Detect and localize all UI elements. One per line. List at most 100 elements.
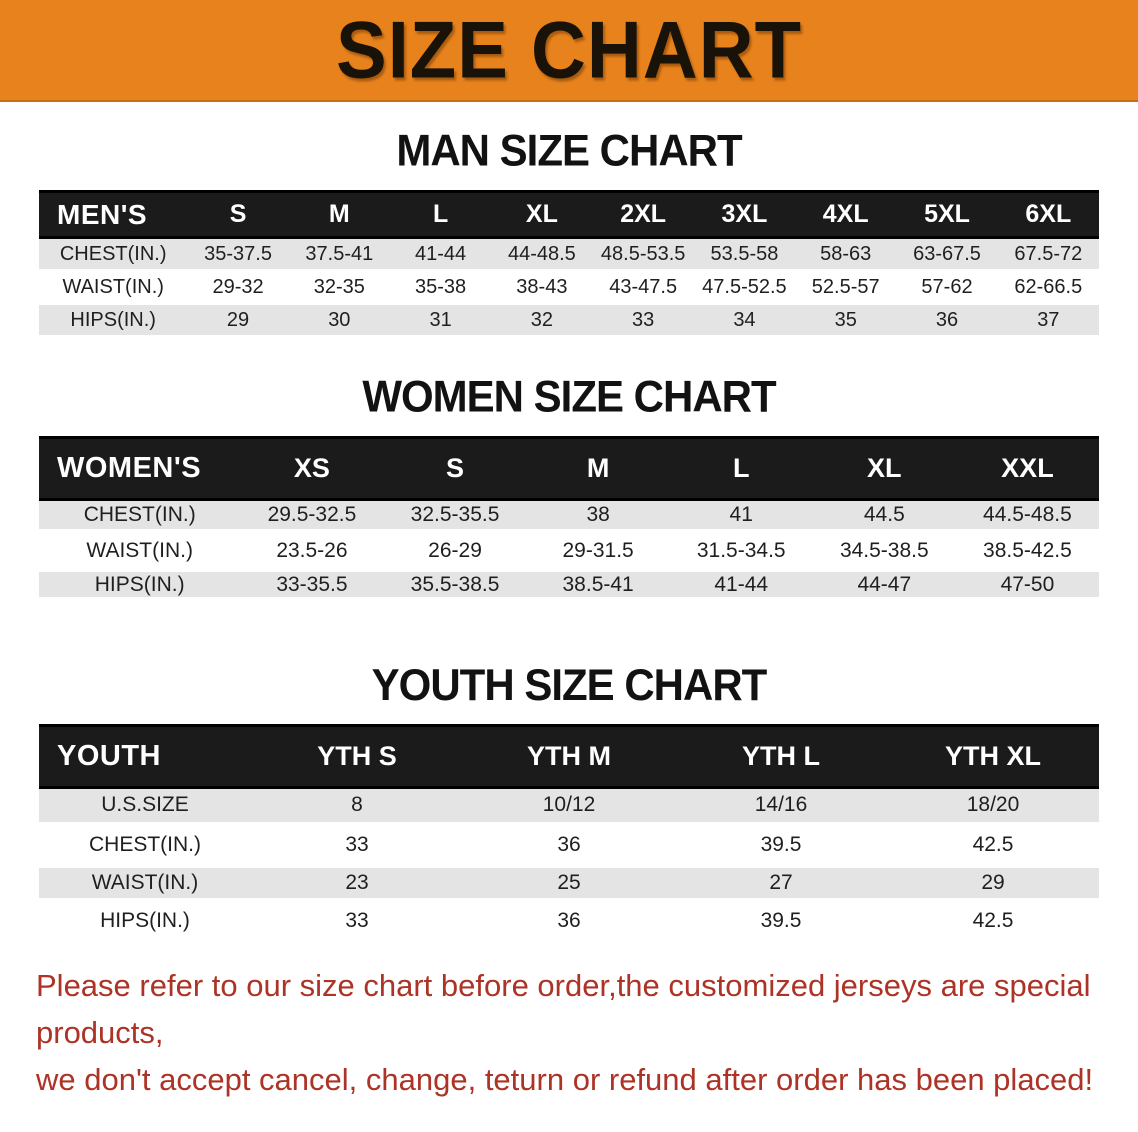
value-cell: 47-50 <box>955 567 1099 606</box>
size-header-cell: S <box>383 436 527 501</box>
men-section-heading: MAN SIZE CHART <box>396 125 742 175</box>
size-header-cell: 2XL <box>592 190 694 239</box>
value-cell: 36 <box>896 303 998 338</box>
value-cell: 29-31.5 <box>526 533 670 572</box>
size-header-cell: XS <box>240 436 384 501</box>
size-header-cell: 6XL <box>997 190 1099 239</box>
section-women: WOMEN SIZE CHART WOMEN'S XS S M L XL XXL CHEST… <box>0 338 1138 606</box>
value-cell: 8 <box>251 787 463 830</box>
value-cell: 29-32 <box>187 270 289 305</box>
table-row: HIPS(IN.) 29 30 31 32 33 34 35 36 37 <box>39 303 1099 338</box>
value-cell: 52.5-57 <box>795 270 897 305</box>
size-header-cell: 3XL <box>693 190 796 239</box>
size-header-cell: L <box>669 436 813 501</box>
value-cell: 41-44 <box>669 567 813 606</box>
value-cell: 26-29 <box>383 533 527 572</box>
size-header-cell: M <box>288 190 390 239</box>
value-cell: 31.5-34.5 <box>669 533 813 572</box>
value-cell: 23 <box>251 863 463 906</box>
value-cell: 41-44 <box>389 237 492 272</box>
value-cell: 23.5-26 <box>240 533 384 572</box>
value-cell: 44.5 <box>812 499 956 538</box>
women-table-header-row: WOMEN'S XS S M L XL XXL <box>39 436 1099 501</box>
value-cell: 44-47 <box>812 567 956 606</box>
row-label-cell: WAIST(IN.) <box>39 533 241 572</box>
value-cell: 42.5 <box>887 825 1099 868</box>
size-header-cell: XL <box>812 436 956 501</box>
size-header-cell: YTH XL <box>887 724 1099 789</box>
value-cell: 42.5 <box>887 901 1099 944</box>
row-label-cell: WAIST(IN.) <box>39 270 188 305</box>
row-label-cell: CHEST(IN.) <box>39 499 241 538</box>
value-cell: 38 <box>526 499 670 538</box>
row-label-cell: WAIST(IN.) <box>39 863 251 906</box>
section-men: MAN SIZE CHART MEN'S S M L XL 2XL 3XL 4XL 5XL 6XL… <box>0 102 1138 338</box>
value-cell: 29.5-32.5 <box>240 499 384 538</box>
size-header-cell: L <box>389 190 492 239</box>
value-cell: 36 <box>463 901 675 944</box>
value-cell: 25 <box>463 863 675 906</box>
men-size-table: MEN'S S M L XL 2XL 3XL 4XL 5XL 6XL CHEST(IN.) 35-3… <box>39 190 1099 338</box>
value-cell: 27 <box>675 863 887 906</box>
value-cell: 32-35 <box>288 270 390 305</box>
value-cell: 44.5-48.5 <box>955 499 1099 538</box>
value-cell: 39.5 <box>675 901 887 944</box>
value-cell: 33-35.5 <box>240 567 384 606</box>
value-cell: 63-67.5 <box>896 237 998 272</box>
value-cell: 33 <box>251 901 463 944</box>
value-cell: 35.5-38.5 <box>383 567 527 606</box>
value-cell: 35 <box>795 303 897 338</box>
size-header-cell: 5XL <box>896 190 998 239</box>
value-cell: 48.5-53.5 <box>592 237 694 272</box>
row-label-cell: CHEST(IN.) <box>39 825 251 868</box>
value-cell: 10/12 <box>463 787 675 830</box>
value-cell: 35-38 <box>389 270 492 305</box>
size-header-cell: XXL <box>955 436 1099 501</box>
value-cell: 33 <box>592 303 694 338</box>
footnote-line-2: we don't accept cancel, change, teturn o… <box>36 1061 1094 1097</box>
women-size-table: WOMEN'S XS S M L XL XXL CHEST(IN.) 29.5-32.5 32.… <box>39 436 1099 606</box>
table-title-cell: WOMEN'S <box>39 436 241 501</box>
value-cell: 47.5-52.5 <box>693 270 796 305</box>
value-cell: 29 <box>887 863 1099 906</box>
table-row: CHEST(IN.) 35-37.5 37.5-41 41-44 44-48.5 48.5… <box>39 237 1099 272</box>
section-youth: YOUTH SIZE CHART YOUTH YTH S YTH M YTH L YTH… <box>0 606 1138 944</box>
table-row: CHEST(IN.) 29.5-32.5 32.5-35.5 38 41 44.5 44.5… <box>39 499 1099 538</box>
youth-table-header-row: YOUTH YTH S YTH M YTH L YTH XL <box>39 724 1099 789</box>
size-header-cell: XL <box>491 190 593 239</box>
table-row: WAIST(IN.) 23 25 27 29 <box>39 863 1099 906</box>
value-cell: 62-66.5 <box>997 270 1099 305</box>
table-title-cell: YOUTH <box>39 724 251 789</box>
value-cell: 57-62 <box>896 270 998 305</box>
women-section-heading: WOMEN SIZE CHART <box>362 371 776 422</box>
value-cell: 53.5-58 <box>693 237 796 272</box>
value-cell: 29 <box>187 303 289 338</box>
table-row: HIPS(IN.) 33 36 39.5 42.5 <box>39 901 1099 944</box>
table-row: WAIST(IN.) 23.5-26 26-29 29-31.5 31.5-34.5 34… <box>39 533 1099 572</box>
row-label-cell: HIPS(IN.) <box>39 303 188 338</box>
table-row: WAIST(IN.) 29-32 32-35 35-38 38-43 43-47.5 47.… <box>39 270 1099 305</box>
footnote-line-1: Please refer to our size chart before or… <box>36 967 1091 1050</box>
value-cell: 58-63 <box>795 237 897 272</box>
size-header-cell: S <box>187 190 289 239</box>
row-label-cell: U.S.SIZE <box>39 787 251 830</box>
value-cell: 34.5-38.5 <box>812 533 956 572</box>
value-cell: 32.5-35.5 <box>383 499 527 538</box>
value-cell: 31 <box>389 303 492 338</box>
value-cell: 37 <box>997 303 1099 338</box>
men-table-header-row: MEN'S S M L XL 2XL 3XL 4XL 5XL 6XL <box>39 190 1099 239</box>
value-cell: 36 <box>463 825 675 868</box>
value-cell: 44-48.5 <box>491 237 593 272</box>
size-header-cell: M <box>526 436 670 501</box>
value-cell: 39.5 <box>675 825 887 868</box>
value-cell: 41 <box>669 499 813 538</box>
value-cell: 67.5-72 <box>997 237 1099 272</box>
value-cell: 32 <box>491 303 593 338</box>
youth-section-heading: YOUTH SIZE CHART <box>371 660 768 710</box>
footnote: Please refer to our size chart before or… <box>36 962 1108 1103</box>
youth-size-table: YOUTH YTH S YTH M YTH L YTH XL U.S.SIZE 8 10/1… <box>39 724 1099 944</box>
value-cell: 38.5-42.5 <box>955 533 1099 572</box>
size-chart-banner: SIZE CHART <box>0 0 1138 102</box>
value-cell: 30 <box>288 303 390 338</box>
table-row: CHEST(IN.) 33 36 39.5 42.5 <box>39 825 1099 868</box>
